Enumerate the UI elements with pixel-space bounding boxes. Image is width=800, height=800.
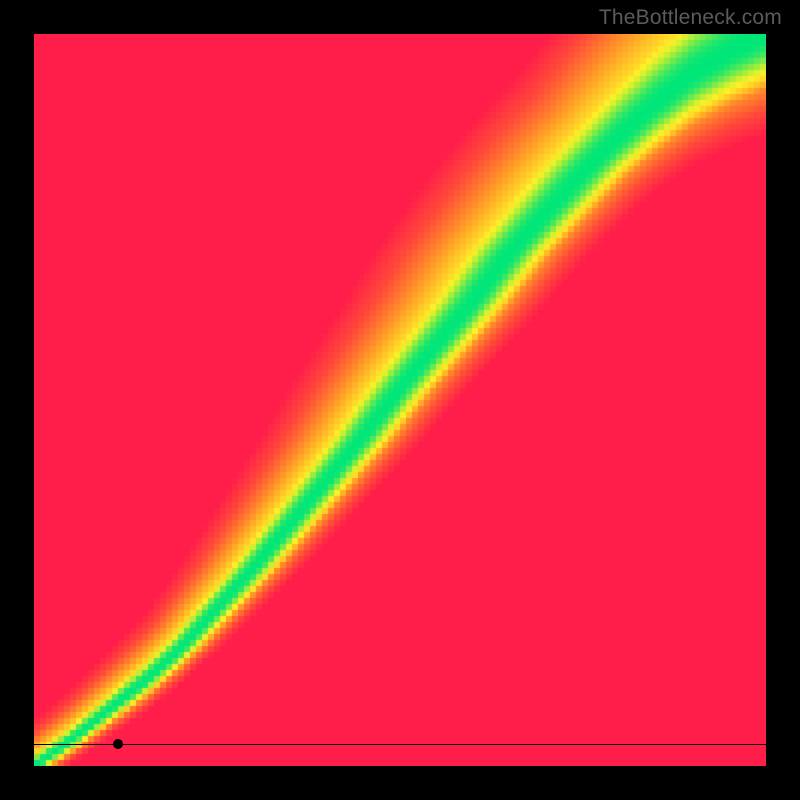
heatmap-canvas: [34, 34, 766, 766]
crosshair-horizontal: [34, 744, 766, 745]
watermark-text: TheBottleneck.com: [599, 6, 782, 30]
data-point-marker: [113, 739, 123, 749]
bottleneck-heatmap: [34, 34, 766, 766]
